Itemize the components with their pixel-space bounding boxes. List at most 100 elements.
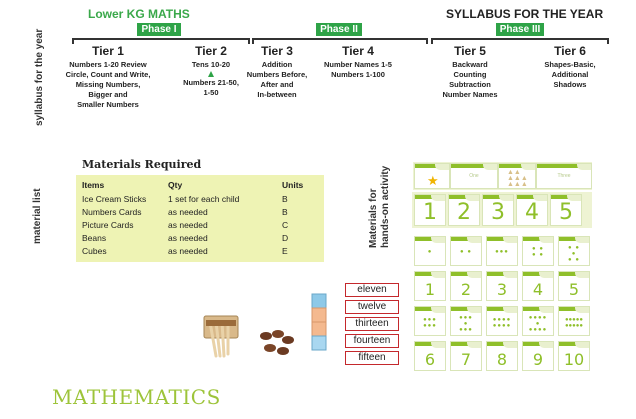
tier-1-line: Bigger and (88, 90, 128, 99)
tier-3-line: After and (260, 80, 294, 89)
number-card-value: 4 (532, 280, 544, 299)
tier-3-name: Tier 3 (261, 44, 293, 58)
tier-3-line: In-between (257, 90, 297, 99)
tier-2-line: Numbers 21-50, (183, 78, 239, 87)
dots-icon: ●●● (495, 249, 509, 255)
dots-icon: ● ● (460, 249, 472, 255)
page-title-lower-kg: Lower KG MATHS (88, 7, 190, 21)
materials-title: Materials Required (82, 158, 202, 171)
tier-2-line: Tens 10-20 (191, 60, 231, 69)
cell-qty: as needed (168, 220, 208, 230)
table-row: Beans as needed D (82, 233, 318, 246)
number-card-value: 10 (563, 350, 585, 369)
hands-on-label-line2: hands-on activity (380, 165, 391, 248)
table-row: Picture Cards as needed C (82, 220, 318, 233)
phase-3-bracket (431, 38, 609, 44)
phase-2-badge: Phase II (316, 23, 362, 36)
number-card-value: 3 (491, 200, 505, 225)
number-card-value: 4 (525, 200, 539, 225)
dot-card: ●●●● ● ●●●● (522, 306, 554, 336)
phase-2-bracket (252, 38, 428, 44)
tier-6-name: Tier 6 (554, 44, 586, 58)
materials-table: Items Qty Units Ice Cream Sticks 1 set f… (76, 175, 324, 262)
phase-1-badge: Phase I (137, 23, 181, 36)
dot-card: ●●● (486, 236, 518, 266)
number-card: 10 (558, 341, 590, 371)
cell-qty: as needed (168, 207, 208, 217)
dot-card: ●●● ●●● (414, 306, 446, 336)
hands-on-label-line1: Materials for (368, 188, 379, 248)
dot-card: ● ● ● ● (522, 236, 554, 266)
number-card: 5 (550, 194, 582, 226)
table-row: Ice Cream Sticks 1 set for each child B (82, 194, 318, 207)
dots-icon: ● ● ● ● (532, 246, 544, 258)
dots-icon: ● (427, 249, 433, 255)
cell-unit: D (282, 233, 289, 243)
dot-card: ● (414, 236, 446, 266)
cell-unit: E (282, 246, 288, 256)
star-icon: ★ (427, 173, 439, 188)
dot-card: ●●●●● ●●●●● (558, 306, 590, 336)
tier-5-name: Tier 5 (454, 44, 486, 58)
number-card: 2 (448, 194, 480, 226)
hands-on-side-label: Materials for hands-on activity (368, 166, 392, 248)
dot-card: ● ● (450, 236, 482, 266)
number-card: 4 (516, 194, 548, 226)
dots-icon: ●●●● ● ●●●● (528, 315, 548, 333)
number-word-card: eleven (345, 283, 399, 297)
tier-4: Tier 4 Number Names 1-5 Numbers 1-100 (314, 44, 402, 80)
dots-icon: ●●● ●●● (423, 317, 437, 329)
dots-icon: ●●●● ●●●● (492, 317, 512, 329)
tier-3: Tier 3 Addition Numbers Before, After an… (240, 44, 314, 100)
number-word-card: fifteen (345, 351, 399, 365)
tier-6-desc: Shapes-Basic, Additional Shadows (532, 60, 608, 90)
number-card-value: 2 (460, 280, 472, 299)
number-card-value: 9 (532, 350, 544, 369)
number-card: 7 (450, 341, 482, 371)
tier-3-desc: Addition Numbers Before, After and In-be… (240, 60, 314, 100)
number-card-value: 1 (424, 280, 436, 299)
number-card-value: 6 (424, 350, 436, 369)
dots-icon: ● ● ● ● ● (568, 245, 580, 263)
cell-unit: C (282, 220, 289, 230)
tier-4-name: Tier 4 (342, 44, 374, 58)
cell-qty: as needed (168, 246, 208, 256)
tier-6: Tier 6 Shapes-Basic, Additional Shadows (532, 44, 608, 90)
tier-6-line: Shadows (553, 80, 587, 89)
dot-card: ● ● ● ● ● (558, 236, 590, 266)
number-card-value: 2 (457, 200, 471, 225)
tier-5-line: Backward (452, 60, 488, 69)
tier-2-desc: Tens 10-20 Numbers 21-50, 1-50 (172, 60, 250, 98)
tier-5-desc: Backward Counting Subtraction Number Nam… (432, 60, 508, 100)
tier-5-line: Subtraction (449, 80, 491, 89)
subject-title: MATHEMATICS (52, 385, 221, 409)
number-card-value: 7 (460, 350, 472, 369)
number-word-card: fourteen (345, 334, 399, 348)
picture-card: ▲▲ ▲▲▲ ▲▲▲ (498, 163, 536, 189)
dot-card: ●●● ● ●●● (450, 306, 482, 336)
table-row: Numbers Cards as needed B (82, 207, 318, 220)
number-word-card: twelve (345, 300, 399, 314)
header-units: Units (282, 180, 304, 190)
header-items: Items (82, 180, 105, 190)
dots-icon: ●●●●● ●●●●● (564, 317, 584, 329)
picture-card: One (450, 163, 498, 189)
triangle-marker-icon (208, 71, 214, 77)
tier-1-line: Smaller Numbers (77, 100, 139, 109)
dot-card: ●●●● ●●●● (486, 306, 518, 336)
tier-6-line: Additional (551, 70, 589, 79)
ice-cream-sticks-image (203, 315, 239, 358)
table-header-row: Items Qty Units (82, 180, 318, 193)
number-card: 1 (414, 271, 446, 301)
tier-1: Tier 1 Numbers 1-20 Review Circle, Count… (58, 44, 158, 110)
material-list-side-label: material list (32, 188, 43, 244)
number-card-value: 1 (423, 200, 437, 225)
tier-3-line: Addition (261, 60, 293, 69)
cell-item: Picture Cards (82, 220, 134, 230)
phase-3-badge: Phase III (496, 23, 544, 36)
phase-1-bracket (72, 38, 250, 44)
number-card: 6 (414, 341, 446, 371)
number-card: 1 (414, 194, 446, 226)
tier-1-line: Numbers 1-20 Review (69, 60, 147, 69)
tier-5: Tier 5 Backward Counting Subtraction Num… (432, 44, 508, 100)
